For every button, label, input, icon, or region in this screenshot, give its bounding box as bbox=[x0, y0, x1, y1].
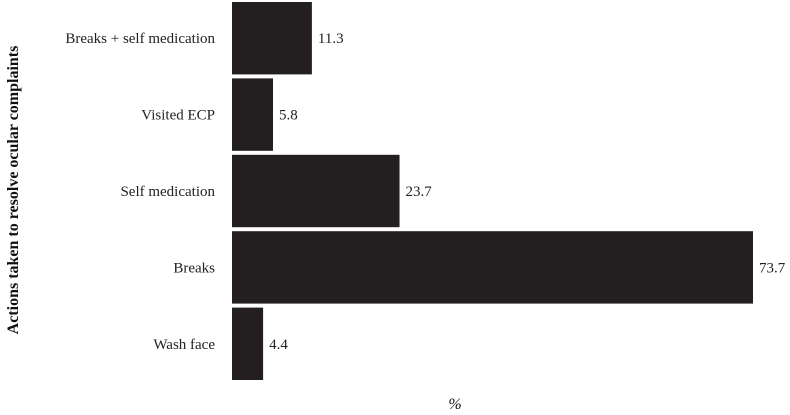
category-label-wash-face: Wash face bbox=[153, 337, 215, 353]
category-labels: Breaks + self medication Visited ECP Self … bbox=[65, 31, 215, 353]
bar-visited-ecp bbox=[232, 78, 274, 151]
value-label-wash-face: 4.4 bbox=[269, 337, 288, 353]
category-label-self-medication: Self medication bbox=[120, 184, 215, 200]
value-label-breaks-self-medication: 11.3 bbox=[318, 31, 344, 47]
value-label-self-medication: 23.7 bbox=[406, 184, 433, 200]
category-label-visited-ecp: Visited ECP bbox=[141, 108, 215, 124]
x-axis-title: % bbox=[448, 396, 461, 413]
value-labels: 11.3 5.8 23.7 73.7 4.4 bbox=[269, 31, 786, 353]
bars-group bbox=[232, 2, 753, 380]
bar-breaks-self-medication bbox=[232, 2, 312, 75]
bar-breaks bbox=[232, 231, 753, 304]
category-label-breaks: Breaks bbox=[173, 260, 215, 276]
category-label-breaks-self-medication: Breaks + self medication bbox=[65, 31, 215, 47]
y-axis-title: Actions taken to resolve ocular complain… bbox=[5, 46, 22, 335]
value-label-breaks: 73.7 bbox=[759, 260, 786, 276]
value-label-visited-ecp: 5.8 bbox=[279, 108, 298, 124]
bar-wash-face bbox=[232, 307, 264, 380]
bar-self-medication bbox=[232, 154, 400, 228]
